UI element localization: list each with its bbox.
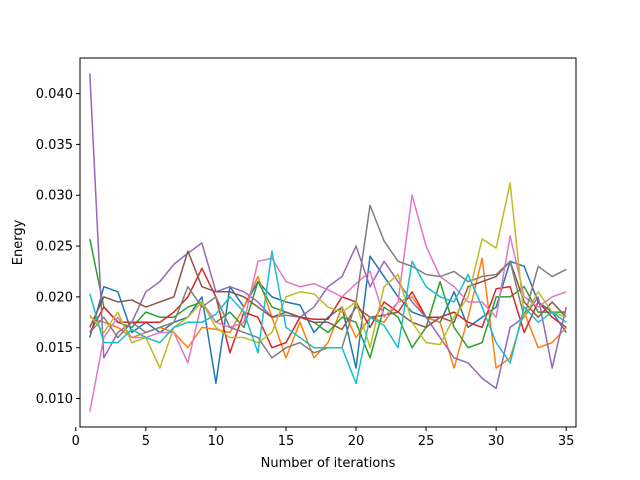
y-tick-label: 0.030	[36, 189, 73, 204]
y-tick-label: 0.020	[36, 290, 73, 305]
x-tick-label: 20	[348, 434, 365, 449]
x-tick-label: 30	[488, 434, 505, 449]
y-tick-label: 0.025	[36, 240, 73, 255]
plot-lines	[89, 73, 567, 412]
y-axis-label: Energy	[11, 219, 26, 265]
x-tick-label: 15	[278, 434, 295, 449]
x-tick-label: 10	[208, 434, 225, 449]
x-axis-ticks: 0 5 10 15 20 25 30 35	[72, 427, 575, 449]
series-line-3	[89, 238, 567, 359]
series-line-6	[89, 250, 567, 331]
axes-frame	[79, 57, 577, 428]
series-line-4	[89, 267, 567, 354]
x-tick-label: 35	[558, 434, 575, 449]
series-line-9	[89, 182, 567, 369]
x-axis-label: Number of iterations	[261, 456, 396, 471]
y-tick-label: 0.035	[36, 138, 73, 153]
x-tick-label: 5	[142, 434, 150, 449]
y-axis-ticks: 0.010 0.015 0.020 0.025 0.030 0.035 0.040	[36, 87, 80, 407]
x-tick-label: 25	[418, 434, 435, 449]
y-tick-label: 0.015	[36, 341, 73, 356]
y-tick-label: 0.040	[36, 87, 73, 102]
series-line-5	[89, 73, 567, 390]
x-tick-label: 0	[72, 434, 80, 449]
series-line-2	[89, 257, 567, 369]
series-line-10	[89, 250, 567, 385]
series-line-8	[89, 204, 567, 359]
y-tick-label: 0.010	[36, 392, 73, 407]
